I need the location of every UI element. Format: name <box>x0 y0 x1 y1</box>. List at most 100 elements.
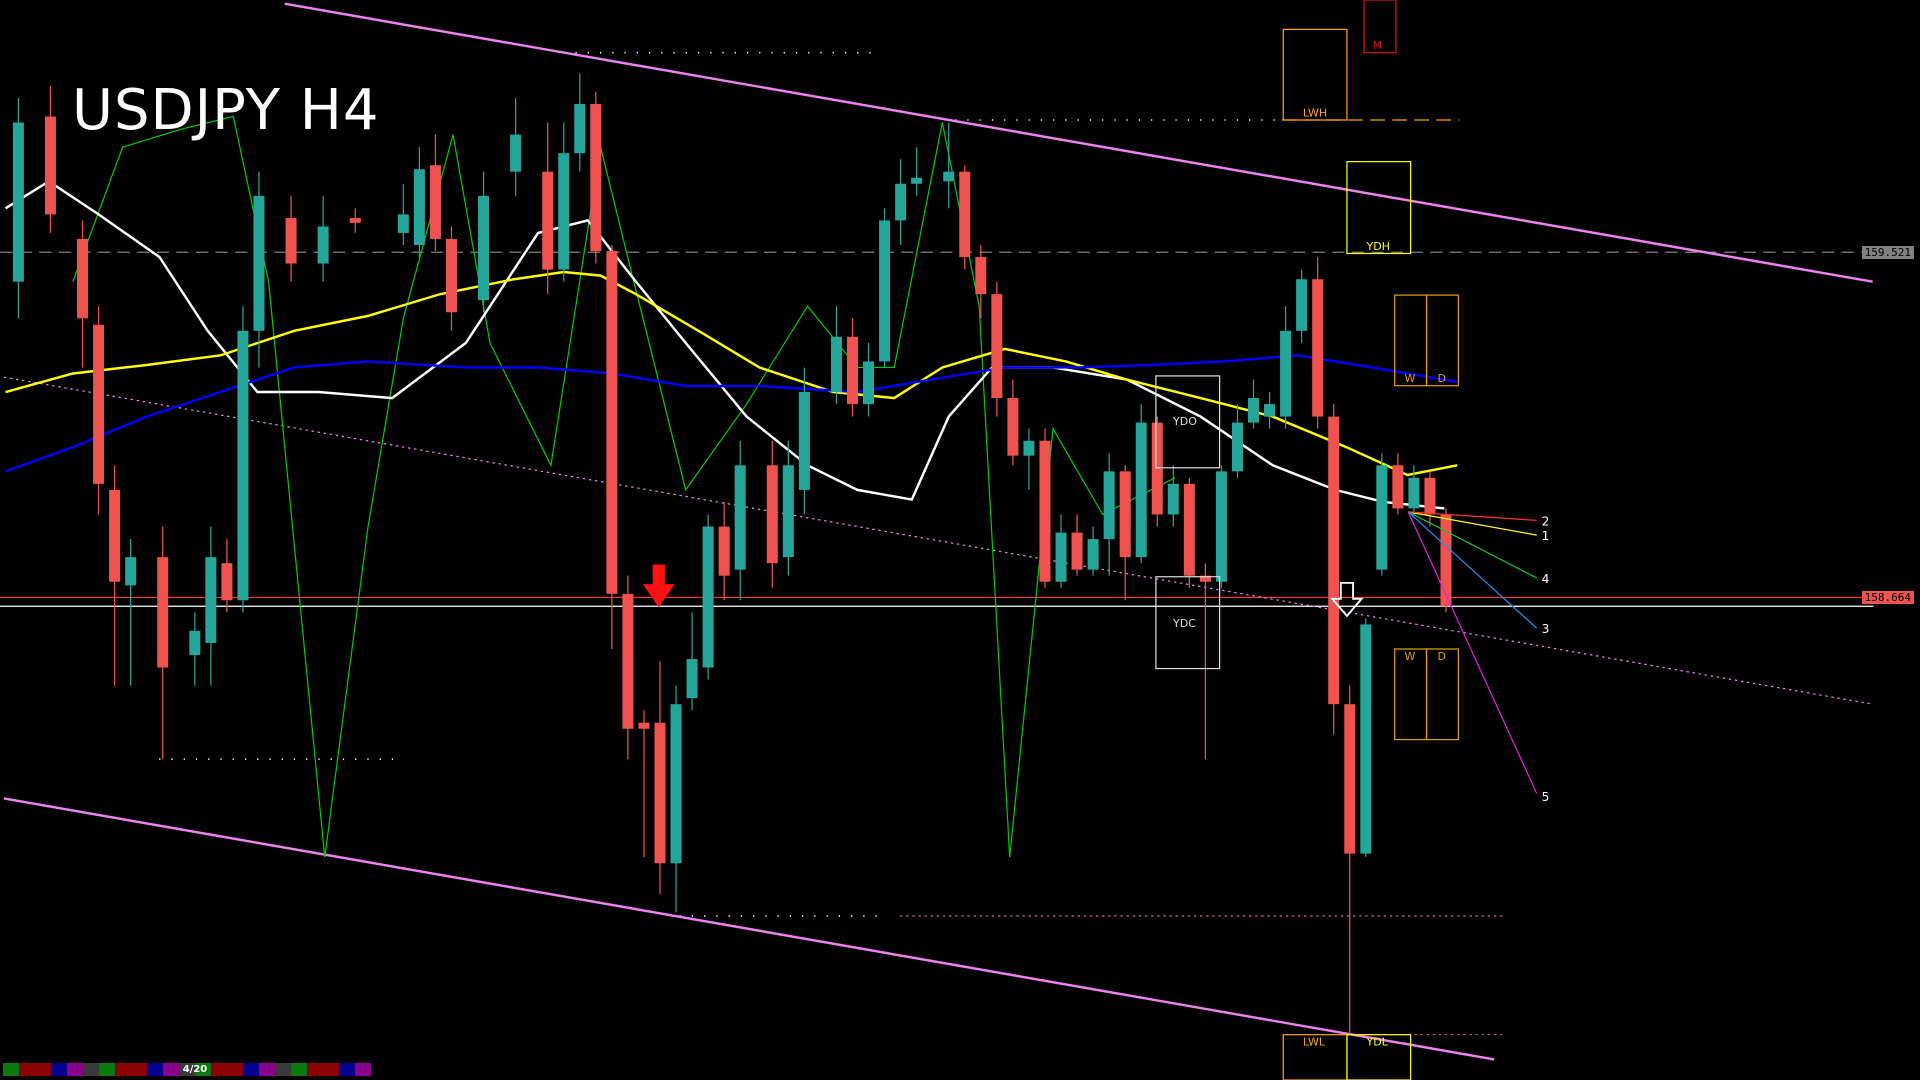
d2-label: D <box>1438 650 1446 663</box>
lwh-box <box>1282 28 1348 121</box>
strip-button[interactable] <box>355 1063 371 1076</box>
candle-body <box>1360 624 1372 854</box>
projection-label-2: 2 <box>1542 514 1550 528</box>
candle-body <box>205 557 217 643</box>
page-indicator[interactable]: 4/20 <box>179 1063 211 1076</box>
strip-button[interactable] <box>67 1063 83 1076</box>
strip-button[interactable] <box>131 1063 147 1076</box>
down-arrow-outline-icon <box>1330 581 1364 618</box>
strip-button[interactable] <box>163 1063 179 1076</box>
candle-body <box>670 704 682 864</box>
ydc-box <box>1155 576 1221 670</box>
candle <box>1055 514 1067 588</box>
strip-button[interactable] <box>83 1063 99 1076</box>
candle <box>590 91 602 264</box>
candle <box>1392 453 1404 515</box>
candle <box>1167 465 1179 527</box>
candle <box>44 85 56 233</box>
candle-body <box>879 220 891 362</box>
candle-body <box>1231 422 1243 472</box>
candle <box>157 526 169 760</box>
candle <box>1296 269 1308 343</box>
candle-body <box>1408 477 1420 509</box>
candle <box>622 575 634 760</box>
candle-body <box>1280 330 1292 417</box>
level-boxes: LWH M YDH W D YDO YDC W D LWL YDL <box>1155 0 1459 1080</box>
strip-button[interactable] <box>259 1063 275 1076</box>
ydo-box <box>1155 375 1221 469</box>
candle-body <box>157 557 169 668</box>
strip-button[interactable] <box>19 1063 35 1076</box>
candle <box>1119 465 1131 601</box>
candle <box>846 318 858 417</box>
candle <box>606 244 618 649</box>
strip-button[interactable] <box>323 1063 339 1076</box>
strip-button[interactable] <box>99 1063 115 1076</box>
strip-button[interactable] <box>227 1063 243 1076</box>
candle-body <box>189 630 201 656</box>
candle-body <box>1023 440 1035 456</box>
chart-title: USDJPY H4 <box>72 78 380 143</box>
candle <box>1199 563 1211 760</box>
projection-label-5: 5 <box>1542 790 1550 804</box>
strip-button[interactable] <box>291 1063 307 1076</box>
symbol-page-strip[interactable]: 4/20 <box>3 1063 371 1076</box>
candle <box>959 165 971 270</box>
candle-body <box>991 294 1003 399</box>
trendline-channel-mid-dotted <box>3 376 1873 705</box>
candle <box>718 501 730 601</box>
projection-labels: 1 2 3 4 5 <box>1542 514 1550 804</box>
candle-body <box>1199 575 1211 582</box>
candle-body <box>846 336 858 405</box>
candle <box>686 612 698 711</box>
candle <box>991 281 1003 417</box>
candle <box>317 195 329 282</box>
strip-button[interactable] <box>339 1063 355 1076</box>
strip-button[interactable] <box>307 1063 323 1076</box>
candle <box>574 73 586 172</box>
candle <box>77 220 89 368</box>
candle <box>93 306 105 515</box>
candle <box>943 122 955 209</box>
candle <box>478 171 490 313</box>
candle-body <box>1039 440 1051 582</box>
sell-arrow-icon <box>642 564 675 608</box>
projection-line-2 <box>1408 511 1537 522</box>
candle <box>798 367 810 515</box>
candle-body <box>12 122 24 282</box>
candle <box>413 147 425 258</box>
candle-body <box>317 226 329 264</box>
candle <box>221 539 233 613</box>
candle <box>1183 477 1195 588</box>
projection-lines <box>1407 511 1538 794</box>
strip-button[interactable] <box>243 1063 259 1076</box>
candle-body <box>349 218 361 223</box>
candle <box>1215 465 1227 588</box>
candle-body <box>1440 514 1452 607</box>
candle <box>1007 379 1019 466</box>
candle-body <box>237 330 249 601</box>
strip-button[interactable] <box>51 1063 67 1076</box>
candle-body <box>766 465 778 564</box>
candle <box>1440 508 1452 613</box>
candle <box>205 526 217 686</box>
candle <box>1312 257 1324 429</box>
strip-button[interactable] <box>275 1063 291 1076</box>
strip-button[interactable] <box>147 1063 163 1076</box>
candle <box>12 97 24 319</box>
strip-button[interactable] <box>115 1063 131 1076</box>
strip-button[interactable] <box>35 1063 51 1076</box>
price-label-upper: 159.521 <box>1861 246 1914 259</box>
d-label: D <box>1438 372 1446 385</box>
strip-button[interactable] <box>211 1063 227 1076</box>
candle <box>1280 306 1292 429</box>
candle <box>1328 404 1340 735</box>
candle-body <box>510 134 522 172</box>
candle-body <box>895 183 907 221</box>
candle <box>558 122 570 282</box>
projection-line-5 <box>1407 511 1538 794</box>
strip-button[interactable] <box>3 1063 19 1076</box>
candle <box>1408 465 1420 515</box>
candle-body <box>77 238 89 319</box>
